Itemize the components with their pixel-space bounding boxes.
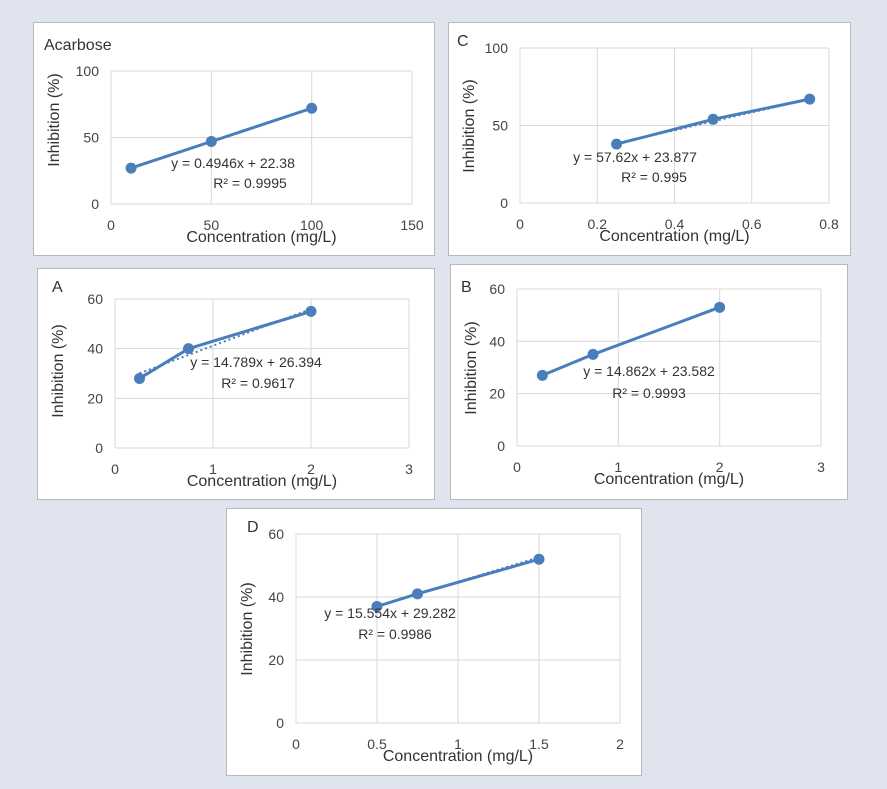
panel-label: C [457, 33, 469, 50]
chart-panel-c: C 0 50 100 0 0.2 0.4 0.6 0.8 Concentration (mg/L… [448, 22, 851, 256]
data-point [306, 102, 318, 114]
y-tick-label: 100 [76, 63, 100, 79]
y-tick-label: 50 [492, 118, 508, 134]
x-axis-title: Concentration (mg/L) [599, 228, 749, 245]
data-point [205, 135, 217, 147]
x-tick-label: 0 [111, 461, 119, 477]
trendline-equation: y = 0.4946x + 22.38 [171, 155, 295, 171]
y-tick-label: 0 [497, 438, 505, 454]
data-point [804, 93, 816, 105]
x-tick-label: 0.2 [588, 216, 608, 232]
chart-panel-acarbose: Acarbose 0 50 100 0 50 100 150 Concentration (m… [33, 22, 435, 256]
chart-panel-d: D 0 20 40 60 0 0.5 1 1.5 2 Concentration (mg/L) In… [226, 508, 642, 776]
x-tick-label: 0 [516, 216, 524, 232]
y-tick-label: 20 [87, 390, 103, 406]
r-squared-label: R² = 0.995 [621, 169, 687, 185]
data-point [125, 162, 137, 174]
x-axis-title: Concentration (mg/L) [594, 471, 744, 488]
panel-label: D [247, 519, 259, 536]
chart-svg: 0 50 100 0 0.2 0.4 0.6 0.8 Concentration (mg/L) I… [461, 40, 839, 245]
data-point [707, 113, 719, 125]
chart-svg: 0 20 40 60 0 1 2 3 Concentration (mg/L) Inhibitio… [50, 291, 413, 490]
chart-svg: 0 20 40 60 0 1 2 3 Concentration (mg/L) Inhibitio… [463, 281, 825, 488]
x-tick-label: 2 [616, 736, 624, 752]
x-tick-label: 1 [209, 461, 217, 477]
x-tick-label: 0 [513, 459, 521, 475]
data-point [305, 305, 317, 317]
data-point [587, 348, 599, 360]
x-tick-label: 0.5 [367, 736, 387, 752]
y-tick-label: 20 [489, 386, 505, 402]
y-tick-label: 0 [500, 195, 508, 211]
trendline-equation: y = 14.862x + 23.582 [583, 363, 715, 379]
panel-label: Acarbose [44, 37, 112, 54]
x-tick-label: 1 [614, 459, 622, 475]
x-axis-title: Concentration (mg/L) [383, 748, 533, 765]
y-tick-label: 60 [489, 281, 505, 297]
y-tick-label: 60 [87, 291, 103, 307]
x-tick-label: 3 [817, 459, 825, 475]
y-tick-label: 20 [268, 652, 284, 668]
chart-panel-b: B 0 20 40 60 0 1 2 3 Concentration (mg/L) Inhibit… [450, 264, 848, 500]
x-tick-label: 1.5 [529, 736, 549, 752]
y-tick-label: 0 [276, 715, 284, 731]
x-tick-label: 0 [292, 736, 300, 752]
x-tick-label: 1 [454, 736, 462, 752]
y-tick-label: 100 [485, 40, 509, 56]
x-tick-label: 0.8 [819, 216, 839, 232]
x-tick-label: 3 [405, 461, 413, 477]
y-tick-label: 60 [268, 526, 284, 542]
x-axis-title: Concentration (mg/L) [186, 229, 336, 246]
x-tick-label: 0.4 [665, 216, 685, 232]
r-squared-label: R² = 0.9986 [358, 626, 432, 642]
y-axis-title: Inhibition (%) [46, 73, 63, 166]
y-tick-label: 0 [91, 196, 99, 212]
y-axis-title: Inhibition (%) [461, 79, 478, 172]
trendline-equation: y = 14.789x + 26.394 [190, 354, 322, 370]
r-squared-label: R² = 0.9617 [221, 375, 295, 391]
x-tick-label: 2 [716, 459, 724, 475]
data-point [412, 588, 423, 600]
y-axis-title: Inhibition (%) [50, 324, 67, 417]
y-tick-label: 40 [87, 341, 103, 357]
x-tick-label: 2 [307, 461, 315, 477]
panel-label: A [52, 279, 63, 296]
x-tick-label: 150 [400, 217, 424, 233]
data-point [714, 301, 726, 313]
data-point [533, 553, 545, 565]
y-tick-label: 40 [489, 333, 505, 349]
y-tick-label: 50 [83, 130, 99, 146]
x-axis-title: Concentration (mg/L) [187, 473, 337, 490]
r-squared-label: R² = 0.9995 [213, 175, 287, 191]
x-tick-label: 100 [300, 217, 324, 233]
trendline-equation: y = 57.62x + 23.877 [573, 149, 697, 165]
y-tick-label: 40 [268, 589, 284, 605]
data-point [536, 369, 548, 381]
data-point [183, 343, 194, 355]
data-point [134, 372, 145, 384]
trendline-equation: y = 15.554x + 29.282 [324, 605, 456, 621]
chart-svg: 0 20 40 60 0 0.5 1 1.5 2 Concentration (mg/L) Inhi… [239, 526, 624, 765]
panel-label: B [461, 279, 472, 296]
y-tick-label: 0 [95, 440, 103, 456]
chart-svg: 0 50 100 0 50 100 150 Concentration (mg/L) Inhib… [46, 63, 424, 246]
data-point [371, 600, 383, 612]
chart-panel-a: A 0 20 40 60 0 1 2 3 Concentration (mg/L) Inhibit… [37, 268, 435, 500]
data-point [611, 138, 623, 150]
x-tick-label: 0.6 [742, 216, 762, 232]
y-axis-title: Inhibition (%) [463, 321, 480, 414]
x-tick-label: 0 [107, 217, 115, 233]
y-axis-title: Inhibition (%) [239, 582, 256, 675]
r-squared-label: R² = 0.9993 [612, 385, 686, 401]
x-tick-label: 50 [204, 217, 220, 233]
